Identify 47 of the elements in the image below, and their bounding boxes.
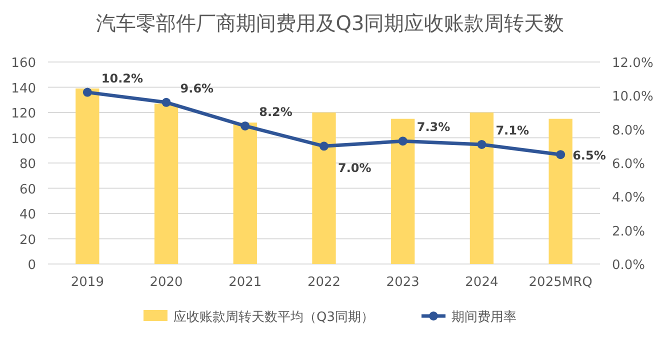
legend-label: 期间费用率	[452, 309, 516, 325]
x-tick-label: 2024	[465, 275, 498, 290]
point	[477, 140, 486, 149]
data-label: 6.5%	[572, 148, 606, 163]
y2-tick-label: 8.0%	[612, 123, 646, 138]
data-label: 9.6%	[180, 81, 214, 96]
y2-tick-label: 2.0%	[612, 224, 646, 240]
y-tick-label: 140	[11, 81, 36, 96]
point	[82, 88, 92, 97]
y-tick-label: 100	[11, 132, 36, 147]
point	[240, 121, 250, 130]
data-label: 7.3%	[416, 120, 450, 134]
y-tick-label: 0	[28, 258, 36, 273]
x-tick-label: 2020	[150, 275, 183, 290]
legend-label: 应收账款周转天数平均（Q3同期）	[174, 309, 374, 325]
data-label: 8.2%	[259, 104, 292, 119]
y-tick-label: 20	[19, 232, 36, 248]
bar	[548, 118, 572, 264]
y-tick-label: 80	[19, 157, 36, 172]
bar	[154, 104, 178, 264]
x-tick-label: 2022	[307, 275, 341, 290]
x-tick-label: 2019	[70, 275, 104, 290]
y-tick-label: 120	[11, 106, 36, 122]
point	[556, 150, 566, 160]
bar	[233, 122, 257, 264]
point	[398, 136, 408, 146]
point	[162, 98, 171, 107]
x-tick-label: 2021	[228, 275, 262, 290]
y2-tick-label: 6.0%	[612, 157, 646, 172]
point	[320, 142, 328, 151]
y-tick-label: 160	[11, 56, 36, 71]
x-tick-label: 2023	[386, 275, 420, 290]
bar	[76, 88, 100, 264]
y2-tick-label: 0.0%	[612, 258, 646, 273]
bar	[312, 112, 336, 264]
y2-tick-label: 12.0%	[612, 56, 654, 71]
y-tick-label: 40	[19, 208, 36, 222]
bar	[391, 118, 415, 264]
y2-tick-label: 10.0%	[612, 90, 654, 105]
data-label: 10.2%	[101, 71, 144, 86]
y-tick-label: 60	[19, 182, 36, 198]
data-label: 7.1%	[496, 123, 529, 138]
data-label: 7.0%	[338, 161, 372, 176]
x-tick-label: 2025MRQ	[528, 275, 592, 290]
bar	[470, 112, 494, 264]
chart-title: 汽车零部件厂商期间费用及Q3同期应收账款周转天数	[96, 11, 564, 35]
y2-tick-label: 4.0%	[612, 190, 646, 206]
